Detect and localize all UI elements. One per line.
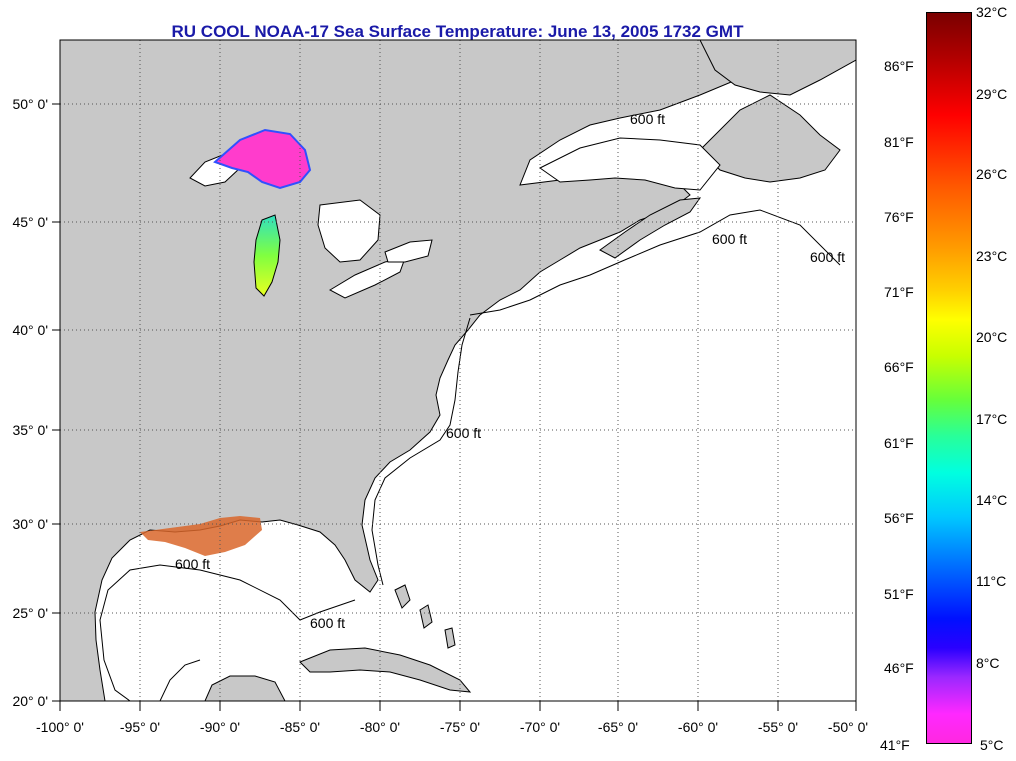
lake-huron xyxy=(317,199,381,263)
gulf-coast-sst xyxy=(140,516,262,556)
bahamas-land xyxy=(394,584,456,649)
lake-michigan-sst xyxy=(253,214,281,297)
colorbar-celsius-label: 11°C xyxy=(976,573,1007,589)
contour-label: 600 ft xyxy=(446,425,481,441)
contour-600ft-shelf xyxy=(371,317,471,586)
x-tick-label: -50° 0' xyxy=(828,719,868,735)
lake-superior-sst xyxy=(213,128,312,190)
contour-label: 600 ft xyxy=(175,556,210,572)
nova-scotia-land xyxy=(599,197,702,259)
plot-frame xyxy=(59,39,857,702)
yucatan-land xyxy=(204,675,286,701)
colorbar-fahrenheit-label: 86°F xyxy=(884,58,914,74)
y-tick-label: 45° 0' xyxy=(12,214,48,230)
contour-600ft-gulf-inner xyxy=(159,659,201,701)
colorbar-fahrenheit-label: 76°F xyxy=(884,209,914,225)
lake-ontario xyxy=(384,239,433,263)
x-tick-label: -70° 0' xyxy=(520,719,560,735)
y-tick-label: 35° 0' xyxy=(12,422,48,438)
y-tick-label: 25° 0' xyxy=(12,605,48,621)
x-tick-label: -85° 0' xyxy=(280,719,320,735)
colorbar-celsius-label: 5°C xyxy=(980,737,1004,753)
contour-label: 600 ft xyxy=(630,111,665,127)
colorbar-celsius-label: 14°C xyxy=(976,492,1008,508)
x-tick-label: -55° 0' xyxy=(758,719,798,735)
x-tick-label: -80° 0' xyxy=(360,719,400,735)
x-tick-label: -75° 0' xyxy=(440,719,480,735)
tick-marks xyxy=(52,103,857,711)
contour-600ft-atlantic xyxy=(469,209,841,316)
temperature-colorbar xyxy=(926,12,972,744)
newfoundland-land xyxy=(699,94,841,183)
colorbar-fahrenheit-label: 56°F xyxy=(884,510,914,526)
colorbar-fahrenheit-label: 41°F xyxy=(880,737,910,753)
colorbar-celsius-label: 23°C xyxy=(976,248,1008,264)
labrador-land xyxy=(699,40,856,96)
x-tick-label: -95° 0' xyxy=(120,719,160,735)
colorbar-fahrenheit-label: 66°F xyxy=(884,359,914,375)
cuba-land xyxy=(299,647,472,693)
colorbar-celsius-label: 32°C xyxy=(976,4,1008,20)
x-tick-label: -60° 0' xyxy=(678,719,718,735)
map-title: RU COOL NOAA-17 Sea Surface Temperature:… xyxy=(171,22,744,41)
x-tick-label: -90° 0' xyxy=(200,719,240,735)
colorbar-fahrenheit-label: 46°F xyxy=(884,660,914,676)
contour-label: 600 ft xyxy=(310,615,345,631)
colorbar-fahrenheit-label: 71°F xyxy=(884,284,914,300)
y-tick-label: 20° 0' xyxy=(12,693,48,709)
contour-label: 600 ft xyxy=(810,249,845,265)
colorbar-fahrenheit-label: 51°F xyxy=(884,586,914,602)
y-tick-label: 40° 0' xyxy=(12,322,48,338)
gulf-st-lawrence xyxy=(539,137,721,191)
colorbar-celsius-label: 29°C xyxy=(976,86,1008,102)
colorbar-fahrenheit-label: 81°F xyxy=(884,134,914,150)
colorbar-celsius-label: 20°C xyxy=(976,329,1008,345)
x-tick-label: -65° 0' xyxy=(598,719,638,735)
colorbar-celsius-label: 8°C xyxy=(976,655,1000,671)
y-tick-label: 50° 0' xyxy=(12,96,48,112)
lake-erie xyxy=(328,257,406,299)
colorbar-celsius-label: 17°C xyxy=(976,411,1008,427)
y-tick-label: 30° 0' xyxy=(12,516,48,532)
colorbar-fahrenheit-label: 61°F xyxy=(884,435,914,451)
gridlines xyxy=(60,40,856,701)
contour-label: 600 ft xyxy=(712,231,747,247)
colorbar-celsius-label: 26°C xyxy=(976,166,1008,182)
x-tick-label: -100° 0' xyxy=(36,719,84,735)
